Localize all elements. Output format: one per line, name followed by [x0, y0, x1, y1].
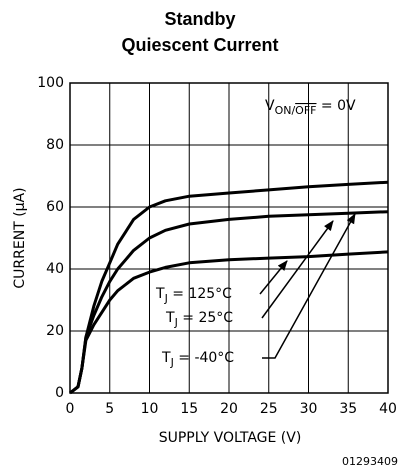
y-tick-label: 80 [46, 137, 64, 153]
y-axis-label: CURRENT (μA) [12, 187, 28, 288]
annotation-sub: OFF [295, 104, 316, 117]
series-label-main: T [161, 350, 171, 366]
series-label-sub: J [164, 292, 168, 305]
arrow [262, 213, 356, 359]
x-axis-label: SUPPLY VOLTAGE (V) [159, 430, 302, 446]
y-tick-label: 40 [46, 261, 64, 277]
y-tick-label: 100 [37, 75, 64, 91]
series-label-rest: = 125°C [168, 286, 232, 302]
y-tick-label: 20 [46, 323, 64, 339]
series-label-sub: J [170, 356, 174, 369]
x-tick-label: 20 [220, 401, 238, 417]
x-tick-label: 0 [66, 401, 75, 417]
series-label: TJ = 25°C [165, 310, 233, 329]
x-tick-label: 5 [105, 401, 114, 417]
y-tick-label: 0 [55, 385, 64, 401]
series-label: TJ = 125°C [155, 286, 232, 305]
series-label-main: T [155, 286, 165, 302]
arrow [259, 260, 288, 295]
y-tick-label: 60 [46, 199, 64, 215]
x-tick-label: 10 [141, 401, 159, 417]
series-label-rest: = 25°C [178, 310, 233, 326]
series-label: TJ = -40°C [161, 350, 234, 369]
annotation: VON/OFF = 0V [265, 98, 356, 117]
chart-title: Standby [164, 9, 235, 29]
x-tick-label: 25 [260, 401, 278, 417]
series-label-rest: = -40°C [174, 350, 234, 366]
annotation-rest: = 0V [316, 98, 356, 114]
annotation-sub: ON/ [275, 104, 296, 117]
x-tick-label: 35 [339, 401, 357, 417]
arrows [259, 213, 356, 359]
x-tick-label: 15 [180, 401, 198, 417]
series-label-sub: J [174, 316, 178, 329]
series-label-main: T [165, 310, 175, 326]
data-line [69, 250, 389, 395]
figure-id: 01293409 [342, 455, 398, 468]
x-tick-label: 30 [300, 401, 318, 417]
annotation-main: V [265, 98, 275, 114]
chart-title: Quiescent Current [121, 35, 278, 55]
plot-frame [69, 82, 389, 394]
x-tick-label: 40 [379, 401, 397, 417]
